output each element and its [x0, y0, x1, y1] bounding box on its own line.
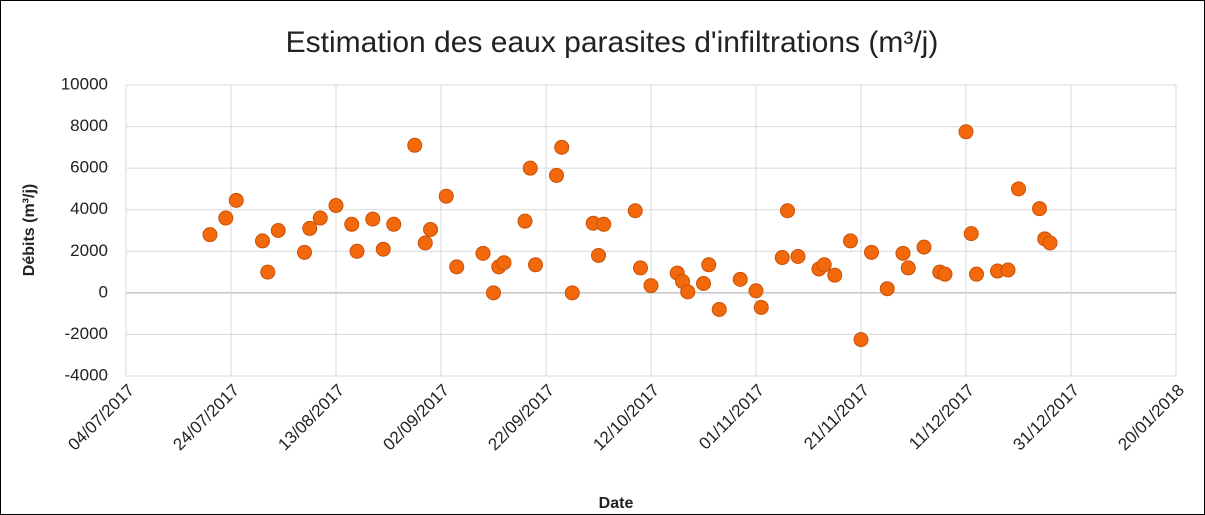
data-point: [549, 167, 564, 183]
data-point: [816, 257, 832, 273]
data-point: [963, 226, 979, 242]
data-point: [711, 301, 727, 317]
y-tick-label: 0: [99, 282, 108, 301]
y-tick-label: -2000: [65, 324, 108, 343]
data-point: [255, 233, 270, 249]
data-point: [328, 198, 344, 214]
data-point: [423, 221, 438, 237]
data-point: [496, 255, 512, 271]
y-tick-label: 4000: [70, 199, 108, 218]
y-tick-label: 10000: [61, 74, 108, 93]
data-point: [627, 203, 643, 219]
y-tick-label: 8000: [70, 116, 108, 135]
data-point: [365, 211, 381, 227]
data-point: [349, 243, 365, 259]
data-point: [344, 216, 360, 232]
data-point: [864, 244, 879, 260]
data-point: [895, 245, 911, 261]
data-point: [528, 257, 543, 273]
data-point: [407, 137, 423, 153]
data-point: [633, 260, 648, 276]
data-point: [969, 266, 984, 282]
data-point: [522, 160, 538, 176]
data-point: [780, 203, 795, 219]
data-point: [417, 235, 433, 251]
data-point: [312, 210, 328, 226]
data-point: [748, 283, 764, 299]
data-point: [218, 210, 234, 226]
data-point: [302, 220, 318, 236]
data-point: [900, 260, 916, 276]
data-point: [1042, 235, 1058, 251]
data-point: [753, 299, 769, 315]
data-point: [386, 216, 402, 232]
data-point: [486, 285, 501, 301]
data-point: [643, 278, 659, 294]
data-point: [260, 264, 276, 280]
data-point: [1032, 201, 1047, 217]
y-tick-label: -4000: [65, 365, 108, 384]
data-point: [1000, 262, 1016, 278]
y-axis-label: Débits (m³/j): [21, 184, 38, 276]
data-point: [517, 213, 533, 229]
data-point: [438, 188, 454, 204]
data-point: [879, 281, 895, 297]
data-point: [596, 216, 612, 232]
data-point: [297, 244, 312, 260]
y-tick-label: 6000: [70, 158, 108, 177]
data-point: [202, 227, 218, 243]
data-point: [696, 276, 711, 292]
data-point: [475, 245, 491, 261]
x-axis-label: Date: [599, 495, 634, 512]
data-point: [732, 271, 748, 287]
data-point: [375, 241, 391, 257]
data-point: [1011, 181, 1026, 197]
data-point: [774, 250, 790, 266]
data-point: [564, 285, 580, 301]
y-tick-label: 2000: [70, 241, 108, 260]
data-point: [701, 257, 717, 273]
data-point: [843, 233, 858, 249]
data-point: [680, 284, 696, 300]
data-point: [554, 139, 570, 155]
data-point: [228, 192, 244, 208]
data-point: [916, 239, 932, 255]
data-point: [449, 259, 465, 275]
data-point: [937, 266, 953, 282]
data-point: [591, 247, 606, 263]
data-point: [790, 248, 806, 264]
data-point: [827, 267, 843, 283]
data-point: [853, 332, 869, 348]
data-point: [270, 223, 286, 238]
chart-title: Estimation des eaux parasites d'infiltra…: [286, 26, 939, 59]
data-point: [958, 124, 974, 140]
